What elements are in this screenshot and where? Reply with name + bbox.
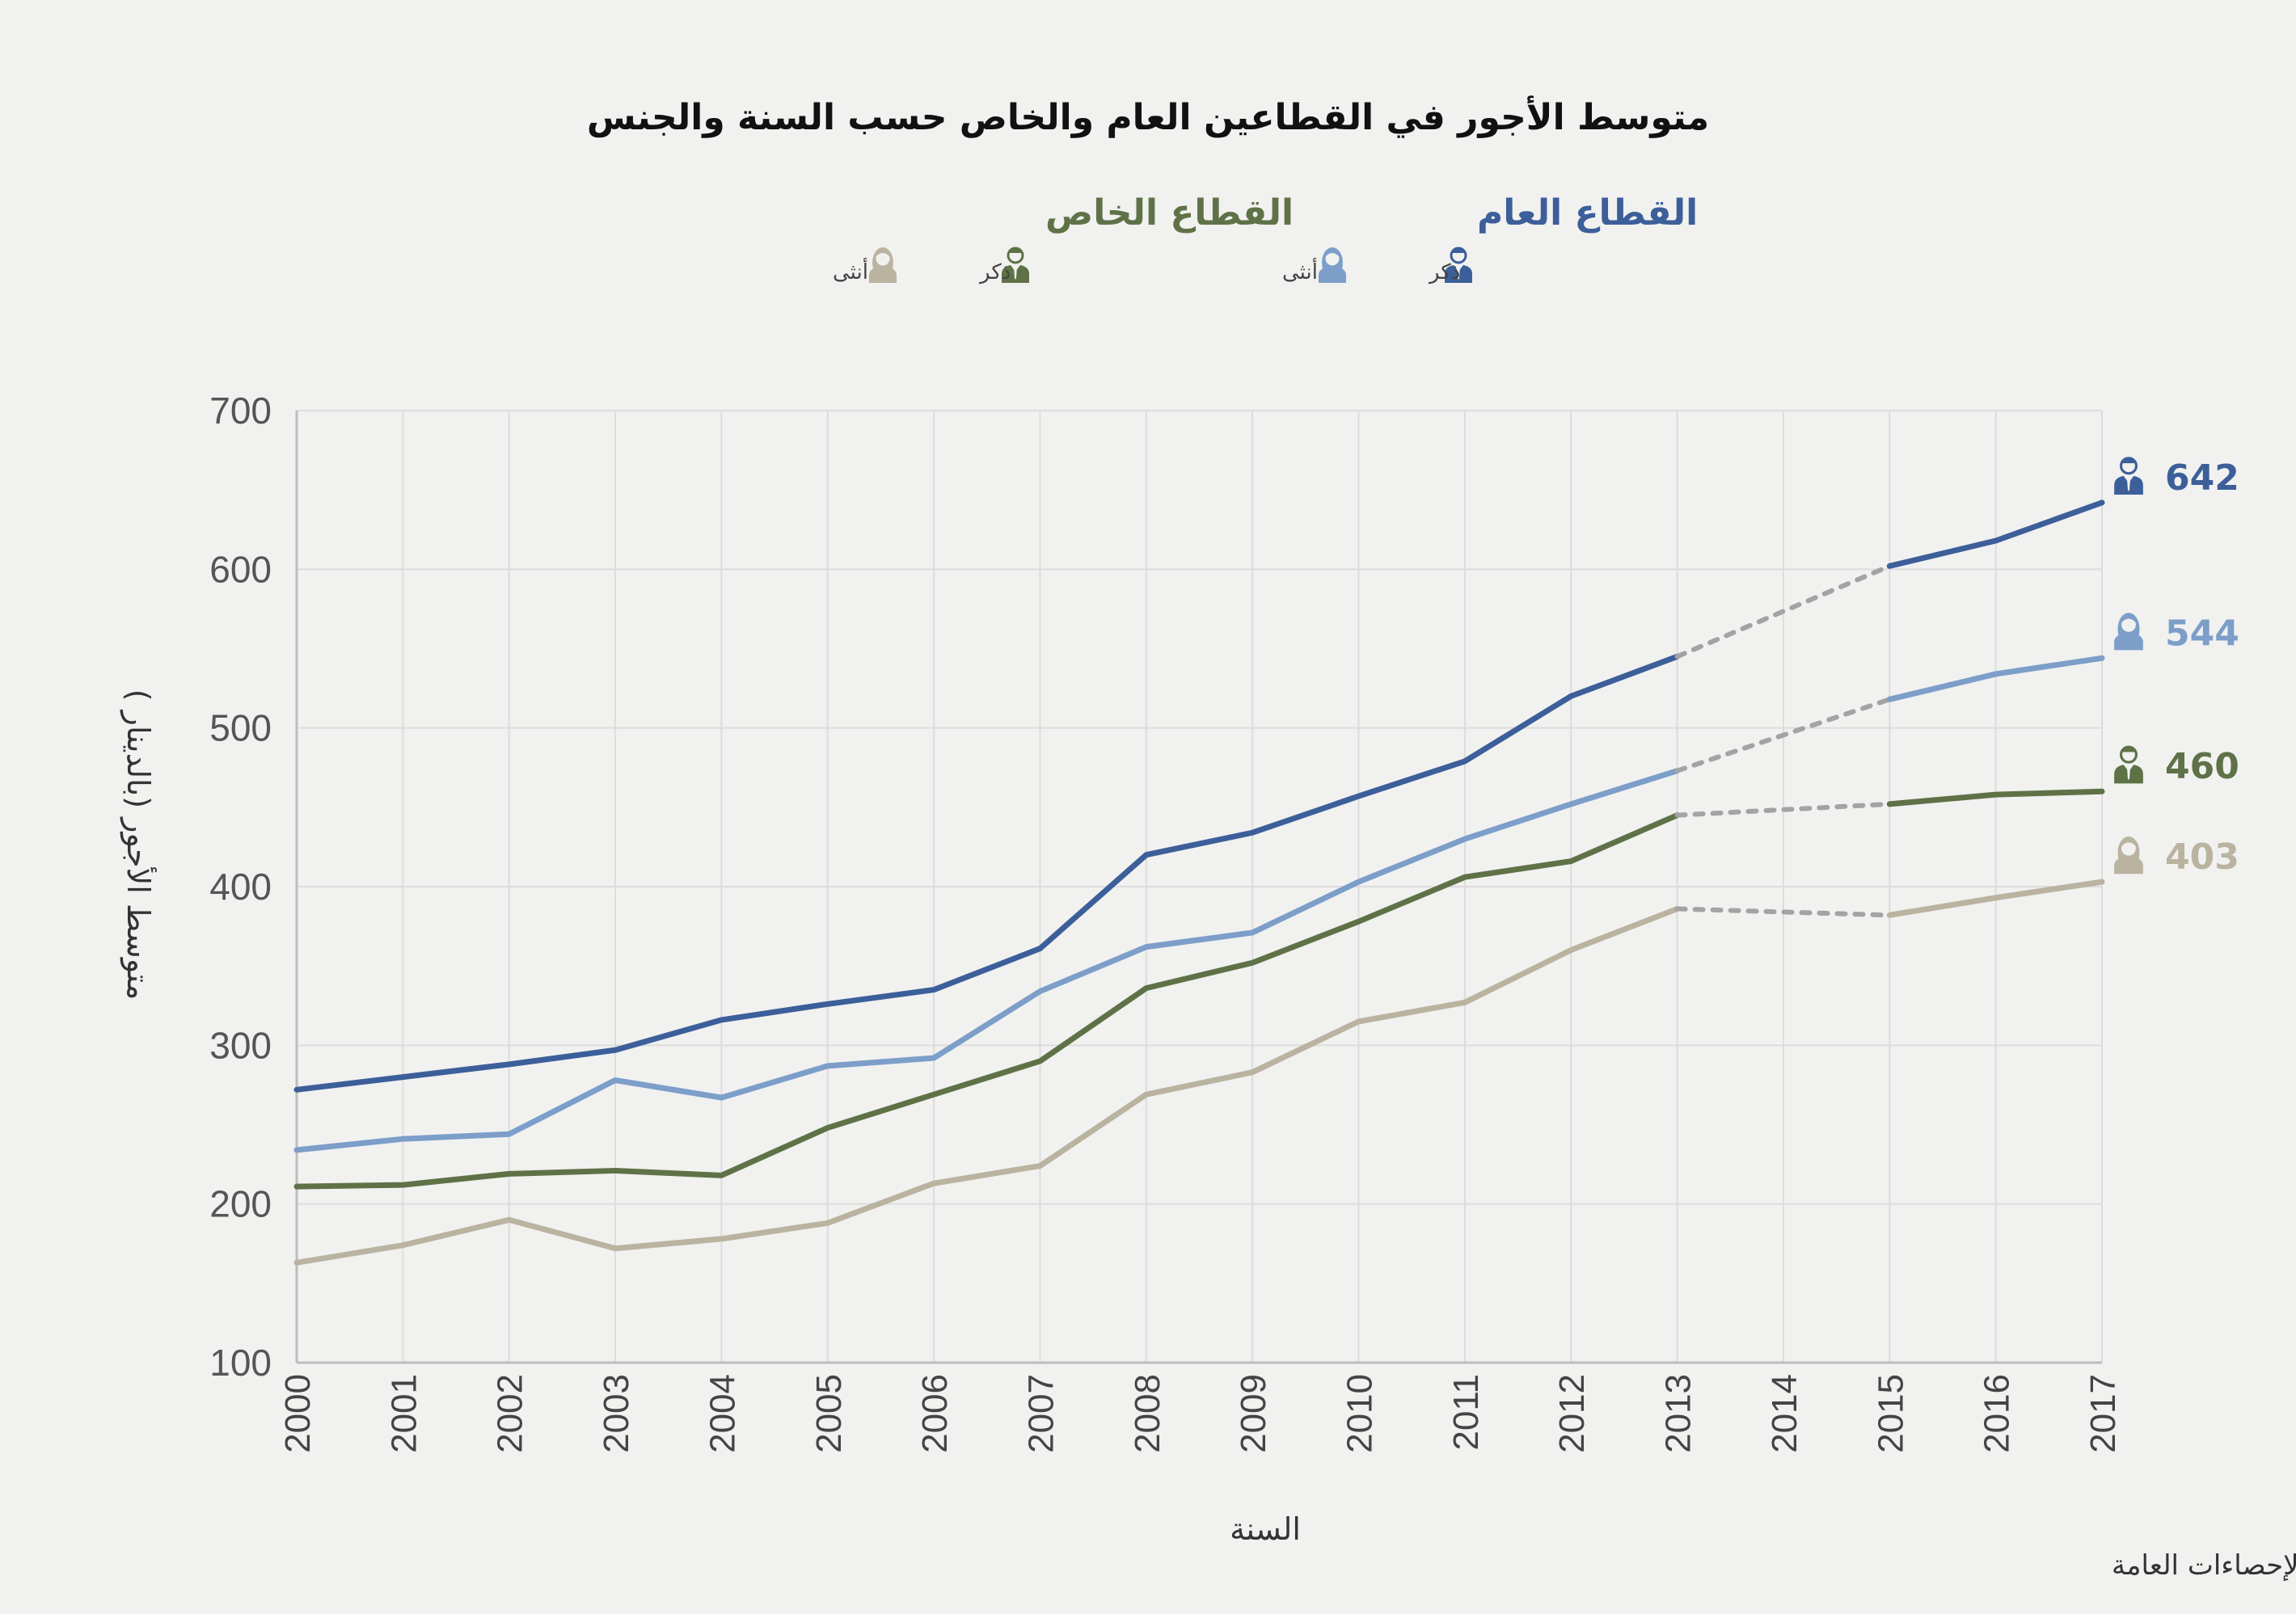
legend-public-female: أنثى: [1282, 257, 1318, 284]
plot-grid: [296, 410, 2103, 1363]
y-tick-label: 300: [209, 1024, 272, 1066]
series-line-public_male: [1886, 499, 2105, 569]
male-icon: [2112, 457, 2145, 496]
x-tick-label: 2017: [2083, 1374, 2123, 1453]
plot-labels: 2000 2001 2002 2003 2004 2005 2006 2007 2008 2009…: [209, 390, 2239, 1453]
female-icon: [1319, 247, 1346, 283]
y-tick-label: 400: [209, 866, 272, 908]
projection-line-private_male: [1674, 801, 1893, 818]
series-line-public_female: [293, 768, 1681, 1153]
x-tick-label: 2010: [1340, 1374, 1380, 1453]
female-icon: [869, 247, 897, 283]
series-line-private_male: [293, 812, 1681, 1190]
legend-private-female: أنثى: [833, 257, 868, 284]
plot-axes: [295, 411, 2102, 1364]
legend-public-male: ذكر: [1428, 260, 1460, 284]
female-icon: [2114, 613, 2143, 651]
projection-line-private_female: [1674, 906, 1893, 918]
y-tick-label: 600: [209, 548, 272, 590]
x-tick-label: 2007: [1021, 1374, 1061, 1453]
female-icon: [2114, 836, 2143, 874]
series-line-private_female: [1886, 879, 2105, 918]
x-tick-label: 2004: [703, 1374, 742, 1453]
legend: القطاع العام ذكر أنثى القطاع الخاص ذكر أ…: [833, 192, 1698, 284]
male-icon: [2112, 745, 2145, 785]
series-line-public_male: [293, 653, 1681, 1093]
x-tick-label: 2000: [278, 1374, 318, 1453]
chart-title: متوسط الأجور في القطاعين العام والخاص حس…: [587, 95, 1709, 138]
end-value-label: 642: [2165, 457, 2239, 499]
y-axis-label: متوسط الأجور (بالدينار ): [120, 689, 158, 1001]
end-value-label: 544: [2165, 613, 2239, 654]
x-tick-label: 2003: [597, 1374, 636, 1453]
x-tick-label: 2012: [1552, 1374, 1592, 1453]
x-tick-label: 2002: [491, 1374, 530, 1453]
x-tick-label: 2006: [915, 1374, 955, 1453]
x-tick-label: 2015: [1871, 1374, 1910, 1453]
legend-private-male: ذكر: [978, 260, 1011, 284]
x-tick-label: 2016: [1977, 1374, 2017, 1453]
legend-public-label: القطاع العام: [1477, 192, 1698, 234]
x-tick-label: 2009: [1234, 1374, 1273, 1453]
x-tick-label: 2005: [809, 1374, 849, 1453]
x-tick-label: 2014: [1765, 1374, 1804, 1453]
x-tick-label: 2013: [1659, 1374, 1699, 1453]
end-value-label: 403: [2165, 836, 2239, 878]
series-line-public_female: [1886, 655, 2105, 702]
source-note: المصدر: دائرة الإحصاءات العامة: [2112, 1549, 2296, 1582]
y-tick-label: 100: [209, 1342, 272, 1384]
end-value-label: 460: [2165, 746, 2239, 787]
series-line-private_female: [293, 905, 1681, 1266]
y-tick-label: 200: [209, 1183, 272, 1225]
y-tick-label: 500: [209, 707, 272, 749]
series-line-private_male: [1886, 788, 2105, 807]
x-tick-label: 2008: [1128, 1374, 1167, 1453]
x-tick-label: 2001: [384, 1374, 424, 1453]
legend-private-label: القطاع الخاص: [1045, 192, 1294, 234]
projection-line-public_female: [1674, 697, 1893, 773]
x-axis-label: السنة: [1230, 1511, 1301, 1547]
x-tick-label: 2011: [1446, 1374, 1486, 1451]
y-tick-label: 700: [209, 390, 272, 432]
plot-lines: [293, 499, 2105, 1266]
projection-line-public_male: [1674, 563, 1893, 660]
